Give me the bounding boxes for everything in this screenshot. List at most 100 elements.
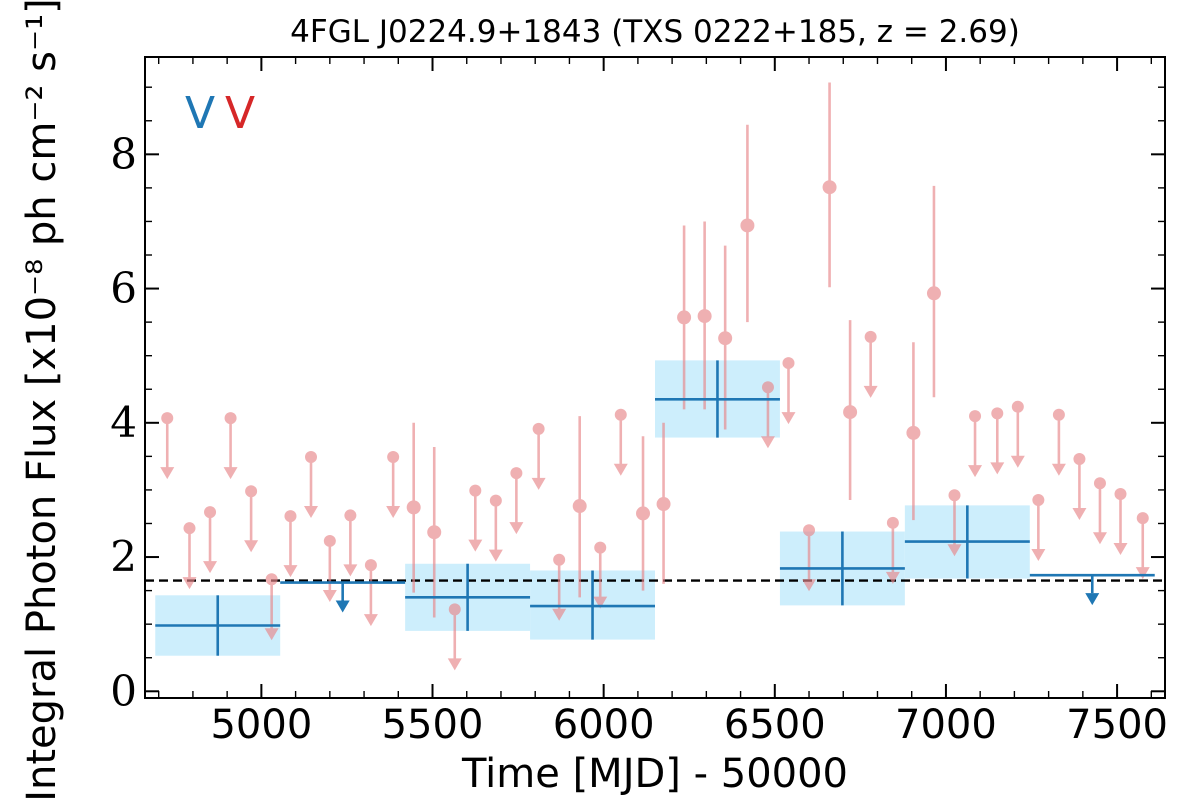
red-upper-limit-point: [387, 451, 400, 464]
y-tick-label: 6: [110, 264, 137, 313]
red-upper-limit-point: [489, 494, 502, 507]
red-upper-limit-point: [1032, 493, 1045, 506]
y-tick-label: 8: [110, 129, 137, 178]
red-data-point: [406, 500, 421, 515]
x-tick-label: 7500: [1066, 702, 1168, 748]
x-tick-label: 6500: [724, 702, 826, 748]
red-upper-limit-arrow: [802, 579, 817, 592]
red-upper-limit-point: [364, 559, 377, 572]
red-upper-limit-point: [782, 357, 795, 370]
red-upper-limit-arrow: [304, 506, 319, 519]
red-upper-limit-arrow: [760, 436, 775, 449]
red-upper-limit-arrow: [386, 506, 401, 519]
red-upper-limit-point: [594, 541, 607, 554]
red-upper-limit-point: [969, 410, 982, 423]
red-upper-limit-point: [803, 524, 816, 537]
red-upper-limit-point: [553, 553, 566, 566]
y-tick-label: 2: [110, 532, 137, 581]
red-upper-limit-point: [284, 510, 297, 523]
red-upper-limit-arrow: [531, 477, 546, 490]
red-upper-limit-arrow: [1092, 532, 1107, 545]
red-upper-limit-arrow: [863, 385, 878, 398]
red-upper-limit-point: [344, 509, 357, 522]
red-upper-limit-arrow: [990, 462, 1005, 475]
red-upper-limit-point: [224, 412, 237, 425]
red-upper-limit-point: [323, 534, 336, 547]
red-upper-limit-point: [1011, 400, 1024, 413]
plot-frame: [144, 56, 1166, 699]
y-tick-label: 0: [110, 666, 137, 715]
red-data-point: [697, 309, 712, 324]
red-upper-limit-arrow: [781, 412, 796, 425]
red-upper-limit-point: [614, 408, 627, 421]
red-upper-limit-arrow: [160, 467, 175, 480]
red-data-point: [906, 425, 921, 440]
red-upper-limit-point: [1093, 477, 1106, 490]
red-upper-limit-point: [991, 407, 1004, 420]
x-axis-label: Time [MJD] - 50000: [461, 751, 848, 797]
red-upper-limit-point: [161, 412, 174, 425]
chart-title: 4FGL J0224.9+1843 (TXS 0222+185, z = 2.6…: [290, 14, 1020, 50]
red-upper-limit-arrow: [552, 608, 567, 621]
legend-marker: V: [225, 88, 255, 139]
red-upper-limit-arrow: [509, 522, 524, 535]
red-upper-limit-arrow: [1051, 463, 1066, 476]
red-upper-limit-arrow: [283, 565, 298, 578]
red-upper-limit-arrow: [1113, 542, 1128, 555]
red-upper-limit-point: [245, 485, 258, 498]
red-upper-limit-arrow: [1010, 455, 1025, 468]
red-upper-limit-arrow: [363, 614, 378, 627]
red-upper-limit-point: [1136, 512, 1149, 525]
red-upper-limit-arrow: [264, 628, 279, 641]
red-upper-limit-arrow: [244, 540, 259, 553]
plot-area: 5000 5500 6000 6500 7000 7500 0 2 4 6 8: [110, 56, 1168, 748]
red-upper-limit-point: [265, 573, 278, 586]
red-upper-limit-point: [1114, 487, 1127, 500]
red-upper-limit-point: [469, 484, 482, 497]
legend-marker: V: [185, 88, 215, 139]
red-upper-limit-arrow: [613, 463, 628, 476]
red-upper-limit-arrow: [182, 577, 197, 590]
red-upper-limit-point: [948, 489, 961, 502]
red-upper-limit-arrow: [947, 544, 962, 557]
red-upper-limit-point: [448, 603, 461, 616]
x-tick-label: 5500: [382, 702, 484, 748]
red-upper-limit-arrow: [1031, 548, 1046, 561]
red-upper-limit-arrow: [1072, 508, 1087, 521]
red-series: [160, 82, 1150, 671]
blue-upper-limit-arrow: [1085, 593, 1100, 606]
red-upper-limit-point: [1073, 453, 1086, 466]
red-data-point: [822, 180, 837, 195]
red-upper-limit-point: [510, 467, 523, 480]
x-tick-label: 7000: [895, 702, 997, 748]
red-upper-limit-point: [532, 422, 545, 435]
red-upper-limit-point: [886, 516, 899, 529]
red-data-point: [572, 499, 587, 514]
red-upper-limit-point: [183, 522, 196, 535]
red-data-point: [843, 405, 858, 420]
red-upper-limit-point: [864, 330, 877, 343]
red-upper-limit-arrow: [322, 589, 337, 602]
x-tick-label: 5000: [210, 702, 312, 748]
red-upper-limit-arrow: [488, 549, 503, 562]
red-upper-limit-point: [761, 381, 774, 394]
red-upper-limit-point: [1052, 408, 1065, 421]
red-upper-limit-arrow: [885, 571, 900, 584]
red-data-point: [740, 218, 755, 233]
y-axis-label: Integral Photon Flux [x10⁻⁸ ph cm⁻² s⁻¹]: [19, 0, 65, 800]
red-data-point: [427, 525, 442, 540]
red-data-point: [656, 497, 671, 512]
red-data-point: [636, 506, 651, 521]
red-upper-limit-point: [305, 451, 318, 464]
red-data-point: [718, 331, 733, 346]
red-upper-limit-arrow: [1135, 567, 1150, 580]
red-upper-limit-arrow: [593, 596, 608, 609]
red-upper-limit-arrow: [343, 564, 358, 577]
red-data-point: [926, 286, 941, 301]
x-tick-label: 6000: [553, 702, 655, 748]
y-tick-label: 4: [110, 398, 137, 447]
red-upper-limit-arrow: [447, 658, 462, 671]
red-upper-limit-arrow: [223, 467, 238, 480]
